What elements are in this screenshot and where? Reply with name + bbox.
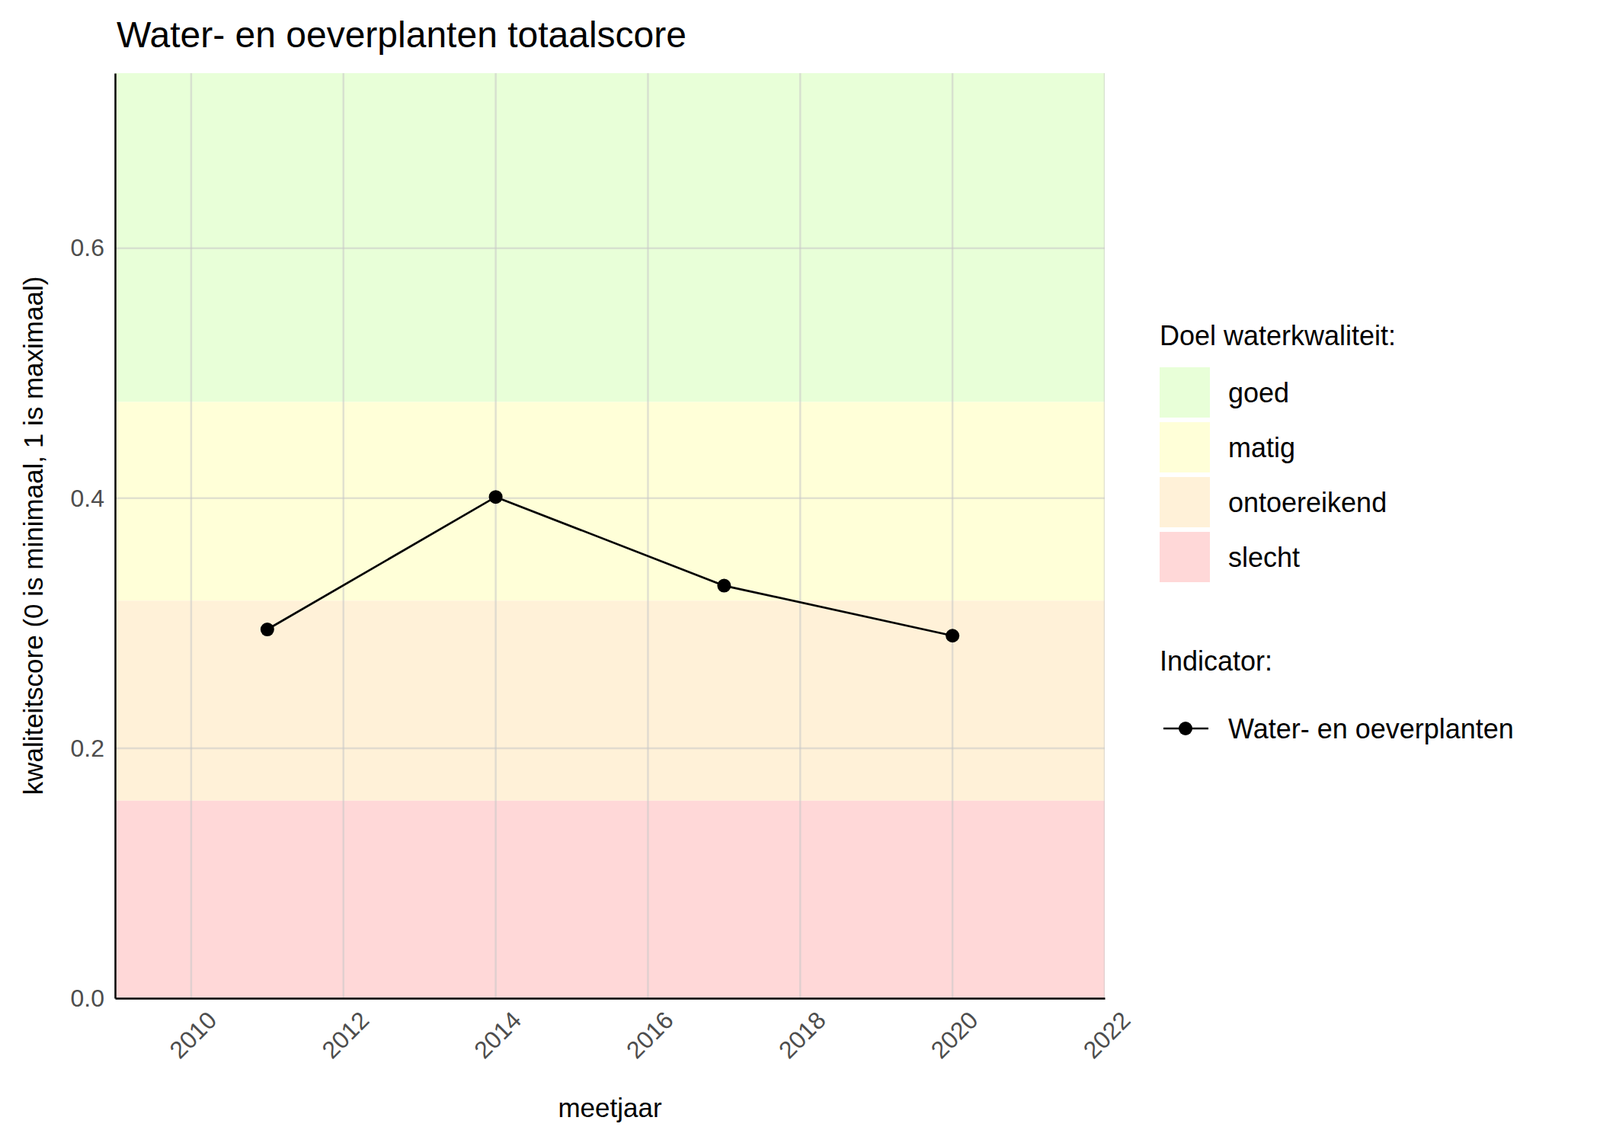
- x-tick-label: 2012: [316, 1005, 375, 1064]
- x-tick-label: 2018: [773, 1005, 832, 1064]
- quality-band: [115, 600, 1105, 800]
- x-tick: 2020: [925, 998, 984, 1064]
- grid-line-x: [646, 73, 650, 999]
- x-tick: 2012: [316, 998, 375, 1064]
- legend-label: slecht: [1228, 541, 1300, 573]
- legend-swatch: [1159, 367, 1210, 418]
- y-axis: 0.0 0.2 0.4 0.6: [70, 73, 116, 1012]
- plot-area: [115, 73, 1105, 999]
- series-line: [267, 496, 953, 636]
- x-tick-label: 2014: [468, 1005, 527, 1064]
- chart-title: Water- en oeverplanten totaalscore: [116, 14, 687, 55]
- data-point: [489, 489, 503, 504]
- x-axis-title: meetjaar: [557, 1092, 663, 1123]
- y-tick-label: 0.2: [70, 734, 105, 762]
- legend-swatch: [1159, 422, 1210, 473]
- y-tick: 0.4: [70, 484, 116, 512]
- x-tick-label: 2022: [1078, 1005, 1136, 1064]
- grid-line-x: [799, 73, 802, 999]
- legend-label: goed: [1228, 377, 1290, 409]
- legend-marker: [1178, 721, 1193, 736]
- y-axis-line: [114, 73, 117, 999]
- legend: Doel waterkwaliteit: goed matig ontoereiken…: [1159, 320, 1514, 745]
- quality-band: [115, 73, 1105, 402]
- y-tick: 0.6: [70, 233, 116, 262]
- y-tick-label: 0.0: [70, 984, 105, 1012]
- x-axis-line: [115, 997, 1106, 1000]
- quality-band: [115, 800, 1105, 999]
- legend-swatch: [1159, 476, 1210, 528]
- legend-title: Indicator:: [1159, 645, 1273, 677]
- x-tick-label: 2020: [925, 1005, 984, 1064]
- x-tick: 2018: [773, 998, 832, 1064]
- grid-line-x: [1104, 73, 1105, 999]
- grid-line-x: [342, 73, 346, 999]
- grid-line-y: [115, 497, 1105, 500]
- y-tick: 0.2: [70, 734, 116, 762]
- chart: 0.0 0.2 0.4 0.6 2010 2012 2014 2016 2018 2020 2022…: [0, 0, 1600, 1143]
- data-point: [945, 628, 960, 643]
- grid-line-x: [951, 73, 954, 999]
- legend-swatch: [1159, 531, 1210, 583]
- data-point: [716, 579, 731, 593]
- grid-line-y: [115, 747, 1105, 750]
- quality-band: [115, 401, 1105, 601]
- x-tick: 2014: [468, 998, 527, 1064]
- x-tick-label: 2010: [164, 1005, 223, 1064]
- grid-line-x: [190, 73, 193, 999]
- x-tick: 2010: [164, 998, 223, 1064]
- x-tick-label: 2016: [620, 1005, 679, 1064]
- grid-line-y: [115, 997, 1105, 999]
- x-tick: 2016: [620, 998, 679, 1064]
- y-tick-label: 0.4: [70, 484, 105, 512]
- legend-label: matig: [1228, 432, 1296, 464]
- grid-line-x: [494, 73, 497, 999]
- y-tick: 0.0: [70, 984, 116, 1012]
- y-axis-title: kwaliteitscore (0 is minimaal, 1 is maxi…: [18, 276, 48, 796]
- data-point: [260, 622, 275, 637]
- grid-line-y: [115, 246, 1105, 250]
- legend-title: Doel waterkwaliteit:: [1159, 320, 1396, 352]
- y-tick-label: 0.6: [70, 233, 105, 262]
- legend-label: ontoereikend: [1228, 486, 1387, 519]
- x-tick: 2022: [1078, 998, 1136, 1064]
- legend-label: Water- en oeverplanten: [1228, 713, 1514, 745]
- x-axis: 2010 2012 2014 2016 2018 2020 2022: [115, 998, 1136, 1064]
